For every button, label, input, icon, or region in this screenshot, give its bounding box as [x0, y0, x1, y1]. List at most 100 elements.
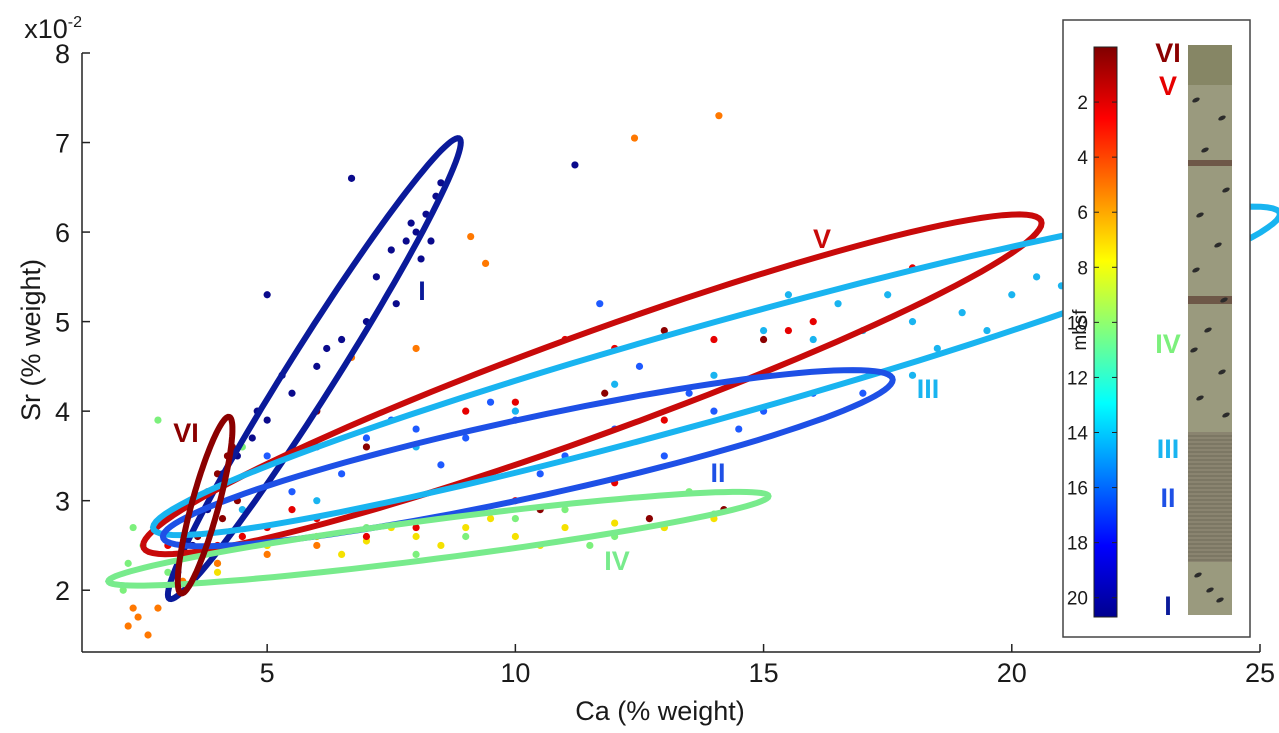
point: [412, 425, 420, 433]
point: [710, 407, 718, 415]
point: [402, 237, 410, 245]
point: [338, 470, 346, 478]
unit-label: I: [1164, 591, 1172, 621]
point: [347, 174, 356, 182]
point: [596, 300, 604, 308]
unit-label: II: [1160, 483, 1175, 513]
point: [124, 559, 132, 567]
ellipse: [159, 367, 896, 550]
point: [129, 604, 137, 612]
colorbar-title: mbsf: [1070, 309, 1091, 351]
multiplier-base: x10: [24, 14, 68, 44]
x-tick-label: 15: [749, 658, 779, 688]
x-tick-label: 25: [1245, 658, 1275, 688]
clast: [1196, 395, 1204, 401]
point: [392, 300, 400, 308]
colorbar-tick-label: 20: [1067, 589, 1088, 610]
point: [412, 550, 420, 559]
clast: [1192, 97, 1200, 103]
clast: [1204, 327, 1212, 333]
point: [561, 506, 569, 514]
colorbar-tick-label: 6: [1077, 203, 1088, 224]
ellipse: [140, 211, 1045, 558]
y-axis-title: Sr (% weight): [16, 259, 46, 421]
point: [124, 622, 132, 630]
point: [412, 532, 420, 541]
colorbar-tick-label: 8: [1077, 258, 1088, 279]
point: [630, 134, 639, 142]
y-multiplier: x10-2: [24, 14, 82, 44]
point: [417, 255, 425, 263]
y-tick-label: 5: [55, 308, 70, 338]
point: [784, 326, 793, 335]
point: [263, 452, 271, 460]
point: [313, 497, 321, 505]
point: [685, 389, 693, 397]
point: [809, 318, 817, 326]
point: [983, 326, 991, 335]
point: [218, 514, 227, 523]
point: [834, 300, 842, 308]
point: [908, 371, 917, 379]
point: [486, 398, 495, 406]
ellipse: [164, 135, 464, 603]
point: [635, 362, 644, 370]
point: [660, 416, 668, 424]
multiplier-exponent: -2: [68, 14, 82, 31]
colorbar-tick-label: 12: [1067, 368, 1088, 389]
clast: [1222, 412, 1230, 418]
point: [601, 389, 609, 397]
point: [213, 568, 222, 576]
litho-band: [1188, 296, 1232, 304]
point: [1008, 291, 1016, 299]
clast: [1222, 187, 1230, 193]
litho-band: [1188, 160, 1232, 166]
point: [437, 179, 445, 187]
laminae: [1188, 435, 1232, 561]
point: [611, 380, 619, 388]
point: [884, 291, 892, 299]
point: [288, 506, 296, 514]
point: [481, 259, 490, 268]
point: [248, 434, 256, 442]
point: [710, 335, 718, 344]
x-axis-title: Ca (% weight): [575, 696, 745, 726]
point: [323, 344, 331, 353]
point: [511, 532, 519, 541]
clast: [1220, 297, 1228, 303]
point: [511, 407, 519, 415]
point: [387, 246, 395, 254]
colorbar-tick-label: 2: [1077, 93, 1088, 114]
point: [462, 523, 470, 532]
colorbar: [1093, 46, 1118, 618]
ellipse-label: I: [418, 276, 426, 306]
point: [288, 488, 296, 496]
clast: [1194, 572, 1202, 578]
point: [129, 523, 137, 532]
point: [908, 318, 917, 326]
point: [164, 568, 172, 576]
point: [933, 344, 941, 353]
point: [313, 362, 321, 370]
y-tick-label: 4: [55, 397, 70, 427]
y-tick-label: 3: [55, 487, 70, 517]
point: [462, 434, 470, 442]
clast: [1218, 115, 1226, 121]
unit-label: VI: [1155, 38, 1181, 68]
point: [660, 326, 668, 335]
x-tick-label: 5: [260, 658, 275, 688]
point: [412, 344, 420, 353]
point: [1033, 273, 1041, 281]
point: [759, 326, 768, 335]
clast: [1190, 347, 1198, 353]
point: [263, 291, 271, 299]
x-tick-label: 20: [997, 658, 1027, 688]
y-tick-label: 2: [55, 576, 70, 606]
point: [362, 532, 371, 541]
point: [238, 532, 246, 541]
litho-top: [1188, 45, 1232, 85]
point: [715, 112, 723, 120]
ellipse: [104, 488, 772, 589]
